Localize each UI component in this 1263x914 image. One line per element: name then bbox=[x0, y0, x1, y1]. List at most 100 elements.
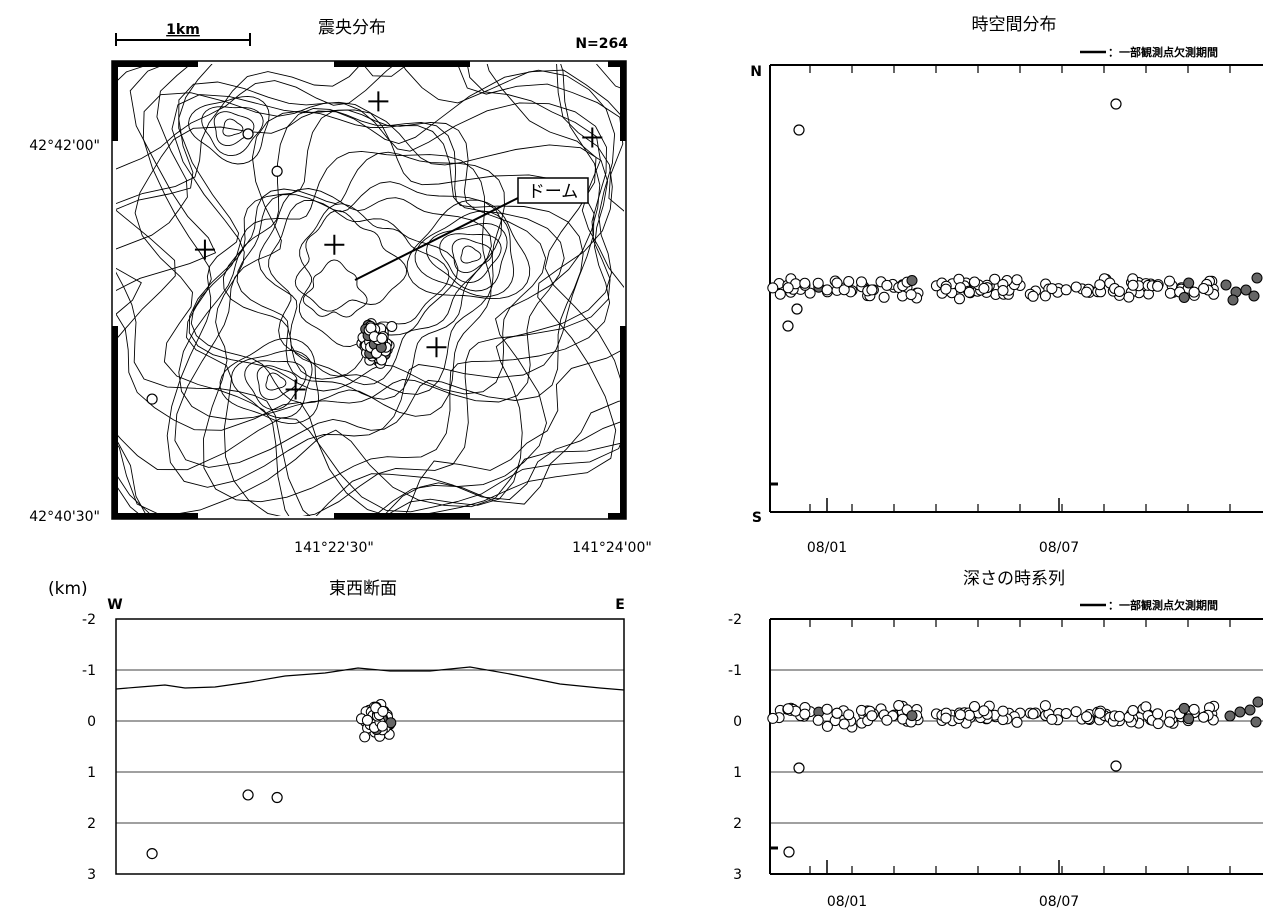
contour-line bbox=[116, 64, 617, 516]
ew-section-panel: 東西断面 (km) W E -2 -1 0 1 2 3 bbox=[48, 579, 625, 883]
contour-line bbox=[116, 64, 624, 516]
space-time-event bbox=[767, 282, 779, 294]
space-time-event bbox=[791, 303, 803, 315]
depth-time-event bbox=[1039, 700, 1051, 712]
space-time-event bbox=[1198, 283, 1210, 294]
space-time-event bbox=[774, 288, 786, 300]
station-cross bbox=[324, 234, 345, 255]
section-event bbox=[242, 789, 254, 801]
space-time-event bbox=[856, 276, 867, 288]
space-time-event bbox=[954, 282, 966, 294]
station-cross bbox=[368, 91, 389, 112]
topography-profile bbox=[115, 666, 625, 691]
space-time-event bbox=[1188, 286, 1200, 298]
section-y-tick-label: 2 bbox=[87, 816, 96, 832]
contour-line bbox=[414, 210, 515, 297]
depth-time-event bbox=[1140, 701, 1152, 713]
space-time-event bbox=[793, 124, 805, 136]
depth-time-gridlines bbox=[770, 669, 1263, 824]
space-time-event-recent bbox=[906, 275, 918, 286]
depth-time-event bbox=[1164, 716, 1175, 728]
contour-line bbox=[406, 199, 531, 300]
contour-line bbox=[116, 64, 624, 516]
map-event bbox=[146, 393, 158, 405]
contour-line bbox=[188, 95, 270, 165]
depth-time-event bbox=[940, 712, 952, 724]
depth-time-y-tick-label: 0 bbox=[733, 714, 742, 730]
depth-time-title: 深さの時系列 bbox=[963, 569, 1065, 589]
contour-line bbox=[231, 349, 313, 419]
space-time-event bbox=[1123, 291, 1135, 303]
station-cross bbox=[285, 379, 306, 400]
contour-line bbox=[439, 233, 502, 284]
space-time-event bbox=[997, 285, 1009, 296]
space-time-event bbox=[940, 283, 952, 295]
depth-time-event bbox=[1027, 708, 1039, 720]
depth-time-event-recent bbox=[1234, 706, 1246, 718]
depth-time-y-tick-label: 1 bbox=[733, 765, 742, 781]
space-time-event bbox=[804, 287, 816, 299]
contour-line bbox=[116, 64, 601, 516]
depth-time-y-tick-label: 2 bbox=[733, 816, 742, 832]
space-time-event bbox=[1164, 275, 1175, 287]
space-time-x-ticks bbox=[809, 65, 1231, 512]
depth-time-xtick-1: 08/01 bbox=[827, 894, 867, 910]
section-y-tick-label: -1 bbox=[82, 663, 96, 679]
contour-line bbox=[190, 150, 492, 417]
space-time-event bbox=[1011, 274, 1023, 286]
station-cross bbox=[194, 239, 215, 260]
station-markers bbox=[194, 91, 603, 400]
space-time-event bbox=[843, 276, 855, 287]
space-time-event bbox=[812, 277, 824, 289]
space-time-event bbox=[782, 282, 794, 294]
depth-time-event bbox=[963, 709, 975, 721]
depth-time-event bbox=[838, 718, 850, 730]
space-time-title: 時空間分布 bbox=[972, 15, 1057, 35]
depth-time-event bbox=[1046, 713, 1058, 725]
section-frame bbox=[115, 618, 625, 875]
space-time-event bbox=[978, 282, 990, 294]
depth-time-y-tick-label: 3 bbox=[733, 867, 742, 883]
scale-bar: 1km bbox=[115, 22, 251, 46]
space-time-event bbox=[799, 277, 811, 289]
space-time-event-recent bbox=[1178, 292, 1190, 303]
depth-time-event bbox=[1127, 705, 1139, 716]
section-event bbox=[359, 731, 371, 743]
depth-time-x-ticks bbox=[809, 619, 1231, 874]
space-time-event bbox=[1164, 287, 1176, 299]
section-event bbox=[376, 720, 388, 732]
depth-time-event bbox=[831, 707, 843, 719]
contour-line bbox=[116, 64, 624, 516]
space-time-event bbox=[1081, 286, 1093, 298]
depth-time-event bbox=[783, 846, 795, 858]
map-event bbox=[271, 165, 283, 177]
contour-line bbox=[460, 245, 482, 264]
section-y-tick-label: -2 bbox=[82, 612, 96, 628]
depth-time-xtick-2: 08/07 bbox=[1039, 894, 1079, 910]
space-time-event bbox=[821, 284, 833, 296]
depth-time-event bbox=[799, 708, 811, 720]
depth-time-event bbox=[782, 703, 794, 715]
epicenter-map-panel: 震央分布 N=264 1km 42°42'00" 42°40'30" bbox=[29, 18, 652, 556]
contour-line bbox=[294, 210, 408, 312]
depth-time-event bbox=[1198, 711, 1210, 723]
contour-line bbox=[142, 92, 611, 516]
station-cross bbox=[426, 337, 447, 358]
section-y-tick-label: 3 bbox=[87, 867, 96, 883]
depth-time-y-tick-label: -2 bbox=[728, 612, 742, 628]
space-time-event-recent bbox=[1251, 272, 1263, 284]
depth-time-event bbox=[1060, 708, 1072, 719]
space-time-event bbox=[831, 277, 843, 289]
space-time-event bbox=[838, 284, 850, 296]
space-time-event bbox=[866, 284, 878, 296]
space-time-event bbox=[963, 286, 975, 298]
contour-line bbox=[222, 118, 244, 137]
space-time-event bbox=[1070, 281, 1082, 293]
section-event bbox=[146, 847, 158, 860]
dome-label: ドーム bbox=[528, 182, 579, 202]
contour-line bbox=[201, 106, 264, 157]
contour-line bbox=[166, 81, 595, 488]
depth-time-event bbox=[1110, 760, 1122, 772]
space-time-event-recent bbox=[1220, 279, 1232, 291]
map-event bbox=[242, 128, 254, 140]
